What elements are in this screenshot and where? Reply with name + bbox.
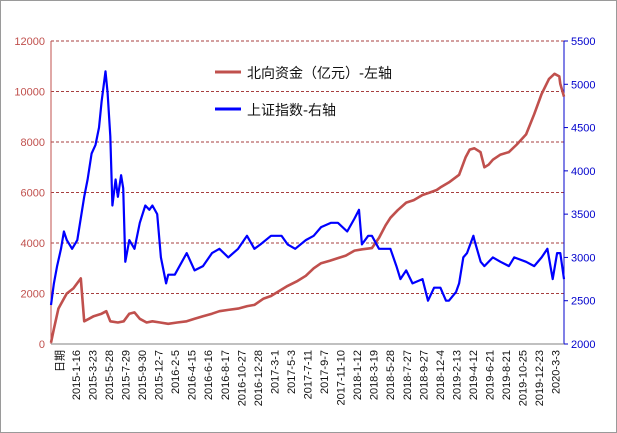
legend-label-northbound: 北向资金（亿元）-左轴 [247, 66, 392, 82]
x-axis-tick-label: 2015-3-23 [87, 350, 99, 400]
left-axis-tick-label: 0 [39, 339, 45, 351]
right-axis-tick-label: 2000 [571, 339, 595, 351]
x-axis-tick-label: 2015-7-29 [121, 350, 133, 400]
x-axis-tick-label: 2017-7-11 [303, 350, 315, 399]
right-axis-tick-label: 2500 [571, 296, 595, 308]
x-axis-tick-label: 2016-4-15 [187, 350, 199, 400]
x-axis-tick-label: 2015-1-16 [71, 350, 83, 400]
legend: 北向资金（亿元）-左轴 上证指数-右轴 [215, 66, 392, 119]
left-axis-tick-label: 4000 [21, 238, 45, 250]
x-axis-tick-label: 2019-2-13 [451, 350, 463, 400]
right-axis-tick-label: 5000 [571, 79, 595, 91]
x-axis-tick-label: 2020-3-3 [551, 350, 563, 394]
x-axis-tick-label: 2019-8-21 [501, 350, 513, 400]
x-axis-tick-label: 2018-7-27 [402, 350, 414, 400]
right-axis-tick-label: 3500 [571, 209, 595, 221]
x-axis-tick-label: 2018-1-12 [352, 350, 364, 400]
left-axis-tick-label: 2000 [21, 289, 45, 301]
x-axis-tick-label: 2015-9-30 [137, 350, 149, 400]
x-axis-tick-label: 2018-12-4 [435, 350, 447, 400]
x-axis-tick-label: 2016-8-17 [220, 350, 232, 400]
shanghai-index-line [49, 70, 566, 306]
series-layer [49, 70, 566, 343]
x-axis-tick-label: 2017-3-1 [269, 350, 281, 394]
left-axis-tick-label: 6000 [21, 188, 45, 200]
right-axis-tick-label: 4500 [571, 123, 595, 135]
x-axis-first-label: 日期 [53, 350, 66, 372]
x-axis-tick-label: 2016-2-5 [170, 350, 182, 394]
left-axis-tick-label: 12000 [14, 36, 45, 48]
x-axis-tick-label: 2015-12-7 [154, 350, 166, 400]
left-axis-tick-label: 10000 [14, 87, 45, 99]
x-axis-tick-label: 2016-10-27 [236, 350, 248, 406]
x-axis-tick-label: 2018-9-27 [418, 350, 430, 400]
x-axis-tick-label: 2016-12-28 [253, 350, 265, 406]
x-axis-tick-label: 2017-5-3 [286, 350, 298, 394]
northbound-funds-line [49, 72, 566, 343]
right-axis-tick-label: 4000 [571, 166, 595, 178]
x-axis-tick-label: 2019-12-23 [534, 350, 546, 406]
x-axis-tick-label: 2015-5-28 [104, 350, 116, 400]
x-axis-tick-label: 2016-6-16 [203, 350, 215, 400]
x-axis-tick-label: 2019-10-25 [518, 350, 530, 406]
x-axis-tick-label: 2018-5-28 [385, 350, 397, 400]
x-axis-tick-label: 2019-6-21 [485, 350, 497, 400]
right-axis-tick-label: 3000 [571, 252, 595, 264]
left-axis-tick-label: 8000 [21, 137, 45, 149]
axis-layer: 0 2000 4000 6000 8000 10000 12000 2000 2500 3000 3… [14, 36, 595, 406]
x-axis-tick-label: 2017-11-10 [336, 350, 348, 405]
x-axis-tick-label: 2019-4-12 [468, 350, 480, 400]
right-axis-tick-label: 5500 [571, 36, 595, 48]
x-axis-tick-label: 2018-3-19 [369, 350, 381, 400]
legend-label-shanghai-index: 上证指数-右轴 [247, 103, 336, 119]
x-axis-tick-label: 2017-9-7 [319, 350, 331, 394]
